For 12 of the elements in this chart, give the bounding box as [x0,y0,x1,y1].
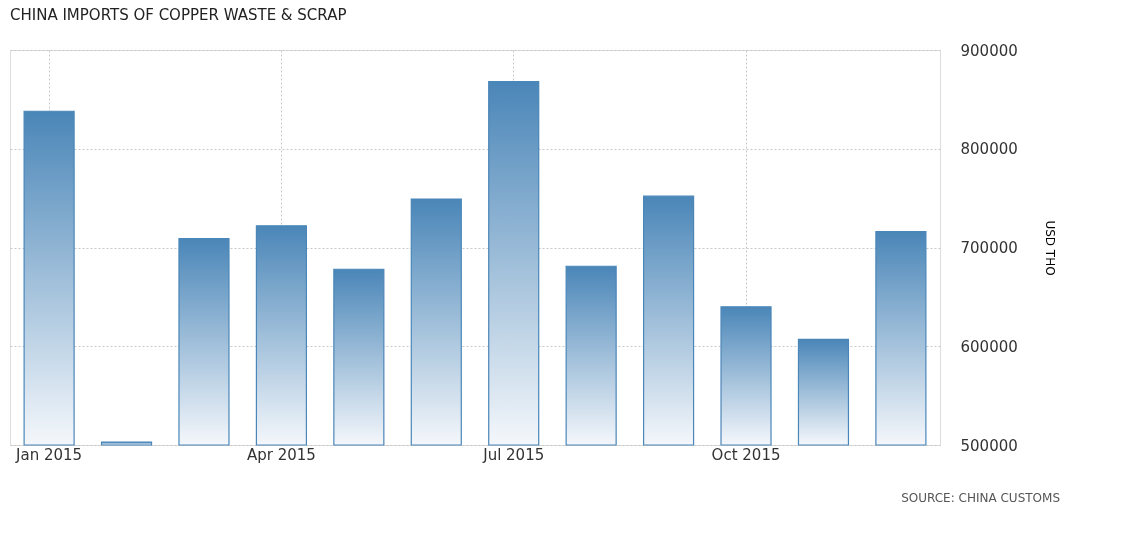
chart-title: CHINA IMPORTS OF COPPER WASTE & SCRAP [10,6,347,24]
y-tick-label: 700000 [960,239,1018,257]
x-tick-label: Apr 2015 [246,445,316,464]
x-tick-label: Oct 2015 [711,445,781,464]
y-tick-label: 900000 [960,41,1018,60]
x-tick-label: Jan 2015 [15,445,83,464]
y-tick-label: 800000 [960,140,1018,159]
source-note: SOURCE: CHINA CUSTOMS [901,491,1060,505]
y-tick-label: 600000 [960,337,1018,356]
y-axis-title: USD THO [1042,220,1057,276]
x-tick-label: Jul 2015 [482,445,545,464]
y-tick-label: 500000 [960,436,1018,455]
